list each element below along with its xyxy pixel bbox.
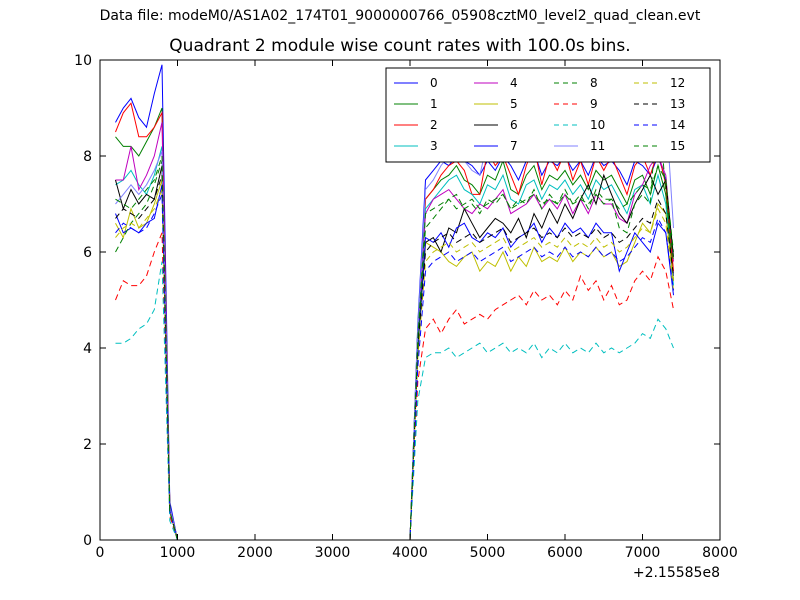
legend-label-0: 0 — [430, 76, 438, 90]
y-tick-label: 10 — [74, 53, 92, 69]
series-line-6 — [115, 165, 674, 540]
legend-label-14: 14 — [670, 118, 685, 132]
series-line-10 — [115, 261, 674, 540]
legend-label-7: 7 — [510, 139, 518, 153]
x-tick-label: 5000 — [470, 545, 506, 561]
x-tick-label: 7000 — [625, 545, 661, 561]
legend-label-2: 2 — [430, 118, 438, 132]
series-line-14 — [115, 194, 674, 540]
series-line-13 — [115, 175, 674, 540]
legend-label-11: 11 — [590, 139, 605, 153]
legend-label-3: 3 — [430, 139, 438, 153]
x-tick-label: 6000 — [547, 545, 583, 561]
legend-label-8: 8 — [590, 76, 598, 90]
x-tick-label: 3000 — [315, 545, 351, 561]
legend-label-1: 1 — [430, 97, 438, 111]
series-line-9 — [115, 232, 674, 540]
x-offset-label: +2.15585e8 — [633, 565, 720, 581]
chart-title: Quadrant 2 module wise count rates with … — [169, 36, 631, 56]
series-line-7 — [115, 184, 674, 540]
series-line-2 — [115, 102, 674, 540]
series-line-15 — [115, 155, 674, 540]
legend-label-6: 6 — [510, 118, 518, 132]
series-line-1 — [115, 107, 674, 540]
y-tick-label: 2 — [83, 437, 92, 453]
x-tick-label: 2000 — [237, 545, 273, 561]
y-tick-label: 4 — [83, 341, 92, 357]
legend-label-4: 4 — [510, 76, 518, 90]
series-line-3 — [115, 146, 674, 540]
figure-suptitle: Data file: modeM0/AS1A02_174T01_90000007… — [99, 8, 701, 24]
legend-label-10: 10 — [590, 118, 605, 132]
legend-label-15: 15 — [670, 139, 685, 153]
x-tick-label: 4000 — [392, 545, 428, 561]
y-tick-label: 0 — [83, 533, 92, 549]
series-line-12 — [115, 189, 674, 540]
x-tick-label: 0 — [96, 545, 105, 561]
legend-label-13: 13 — [670, 97, 685, 111]
y-tick-label: 8 — [83, 149, 92, 165]
legend-label-12: 12 — [670, 76, 685, 90]
x-tick-label: 1000 — [160, 545, 196, 561]
legend-label-5: 5 — [510, 97, 518, 111]
y-tick-label: 6 — [83, 245, 92, 261]
x-tick-label: 8000 — [702, 545, 738, 561]
legend-label-9: 9 — [590, 97, 598, 111]
